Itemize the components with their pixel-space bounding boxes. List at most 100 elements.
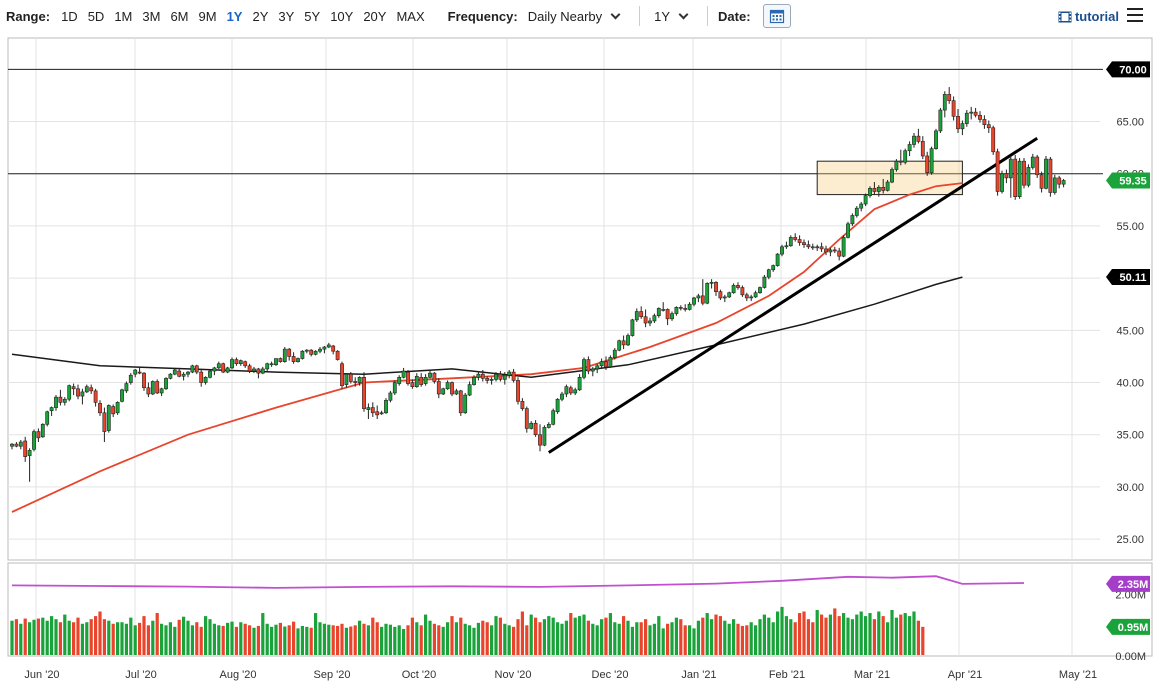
candle-body (1013, 158, 1018, 197)
x-tick-label: Feb '21 (769, 669, 805, 681)
candle-body (942, 94, 947, 111)
volume-bar (798, 613, 802, 655)
candle-body (573, 389, 578, 394)
candle-body (507, 371, 512, 376)
volume-bar (424, 614, 428, 655)
candle (80, 388, 85, 405)
price-pane-frame (7, 37, 1153, 561)
range-button-1y[interactable]: 1Y (226, 8, 243, 24)
volume-bar (736, 623, 740, 655)
candle-body (238, 360, 243, 365)
volume-bar (578, 616, 582, 655)
volume-bar (437, 625, 441, 655)
volume-bar (129, 617, 133, 655)
candle (1044, 155, 1048, 190)
volume-bar (771, 622, 775, 655)
volume-bar (261, 613, 265, 655)
candle (788, 235, 793, 247)
candle (150, 380, 155, 396)
candle-body (14, 443, 19, 447)
range-button-5d[interactable]: 5D (87, 8, 105, 24)
tutorial-link[interactable]: tutorial (1058, 9, 1119, 24)
volume-bar (94, 616, 98, 655)
range-button-6m[interactable]: 6M (170, 8, 189, 24)
candle (762, 274, 767, 289)
period-select[interactable]: 1Y (654, 9, 697, 24)
candle (269, 361, 274, 367)
range-button-9m[interactable]: 9M (198, 8, 217, 24)
volume-bar (811, 622, 815, 655)
candle (731, 283, 736, 294)
range-button-2y[interactable]: 2Y (252, 8, 269, 24)
range-button-max[interactable]: MAX (396, 8, 425, 24)
candle (595, 363, 600, 374)
candle-body (322, 346, 327, 350)
x-tick-label: Jun '20 (24, 669, 59, 681)
volume-bar (507, 625, 511, 655)
volume-bar (186, 620, 190, 655)
candle (749, 294, 754, 302)
candle-body (27, 450, 32, 456)
volume-bar (371, 617, 375, 655)
volume-bar (683, 625, 687, 655)
calendar-button[interactable] (762, 4, 791, 28)
candle (960, 120, 965, 136)
range-label: Range: (6, 8, 51, 24)
moving-average-50-line (11, 182, 963, 513)
candle-body (133, 369, 138, 375)
price-value-tag-text: 70.00 (1119, 64, 1147, 76)
range-button-3m[interactable]: 3M (142, 8, 161, 24)
candle-body (335, 350, 340, 360)
candle (89, 384, 94, 395)
candle (23, 436, 28, 462)
candle (727, 291, 732, 298)
range-button-20y[interactable]: 20Y (363, 8, 387, 24)
candle (287, 348, 292, 361)
volume-bar (762, 614, 766, 655)
candle (907, 141, 912, 156)
candle (106, 404, 111, 433)
range-button-1m[interactable]: 1M (114, 8, 133, 24)
candle-body (366, 407, 371, 410)
candle-body (661, 309, 666, 311)
candle-body (401, 370, 406, 378)
candle-body (828, 249, 833, 253)
candle-body (32, 431, 36, 450)
candle-body (674, 307, 679, 314)
volume-bar (380, 626, 384, 655)
volume-bar (718, 616, 722, 655)
volume-bar (723, 620, 727, 655)
candle (612, 348, 617, 360)
candle (45, 410, 50, 427)
candle-body (727, 292, 732, 298)
hamburger-menu-icon[interactable] (1127, 8, 1143, 22)
range-button-3y[interactable]: 3Y (278, 8, 295, 24)
volume-bar (309, 627, 313, 655)
candle-body (568, 387, 573, 394)
candle (604, 356, 608, 370)
candle (670, 311, 674, 321)
volume-bar (80, 623, 84, 655)
candle-body (256, 368, 261, 374)
candle (784, 241, 789, 249)
candle (648, 317, 652, 327)
candle-body (115, 402, 120, 414)
volume-bar (366, 625, 370, 655)
range-button-10y[interactable]: 10Y (330, 8, 354, 24)
volume-bar (19, 623, 23, 655)
range-button-1d[interactable]: 1D (61, 8, 78, 24)
volume-bar (613, 622, 617, 655)
volume-bar (190, 625, 194, 655)
volume-bar (670, 622, 674, 655)
toolbar-divider (707, 6, 709, 26)
volume-bar (85, 622, 89, 655)
volume-bar (705, 613, 709, 655)
candle-body (36, 431, 41, 439)
volume-bar (481, 620, 485, 655)
candle-body (318, 348, 322, 352)
volume-bar (164, 625, 168, 655)
candle-body (582, 359, 586, 378)
range-button-5y[interactable]: 5Y (304, 8, 321, 24)
candle-body (995, 151, 1000, 192)
frequency-select[interactable]: Daily Nearby (528, 9, 629, 24)
